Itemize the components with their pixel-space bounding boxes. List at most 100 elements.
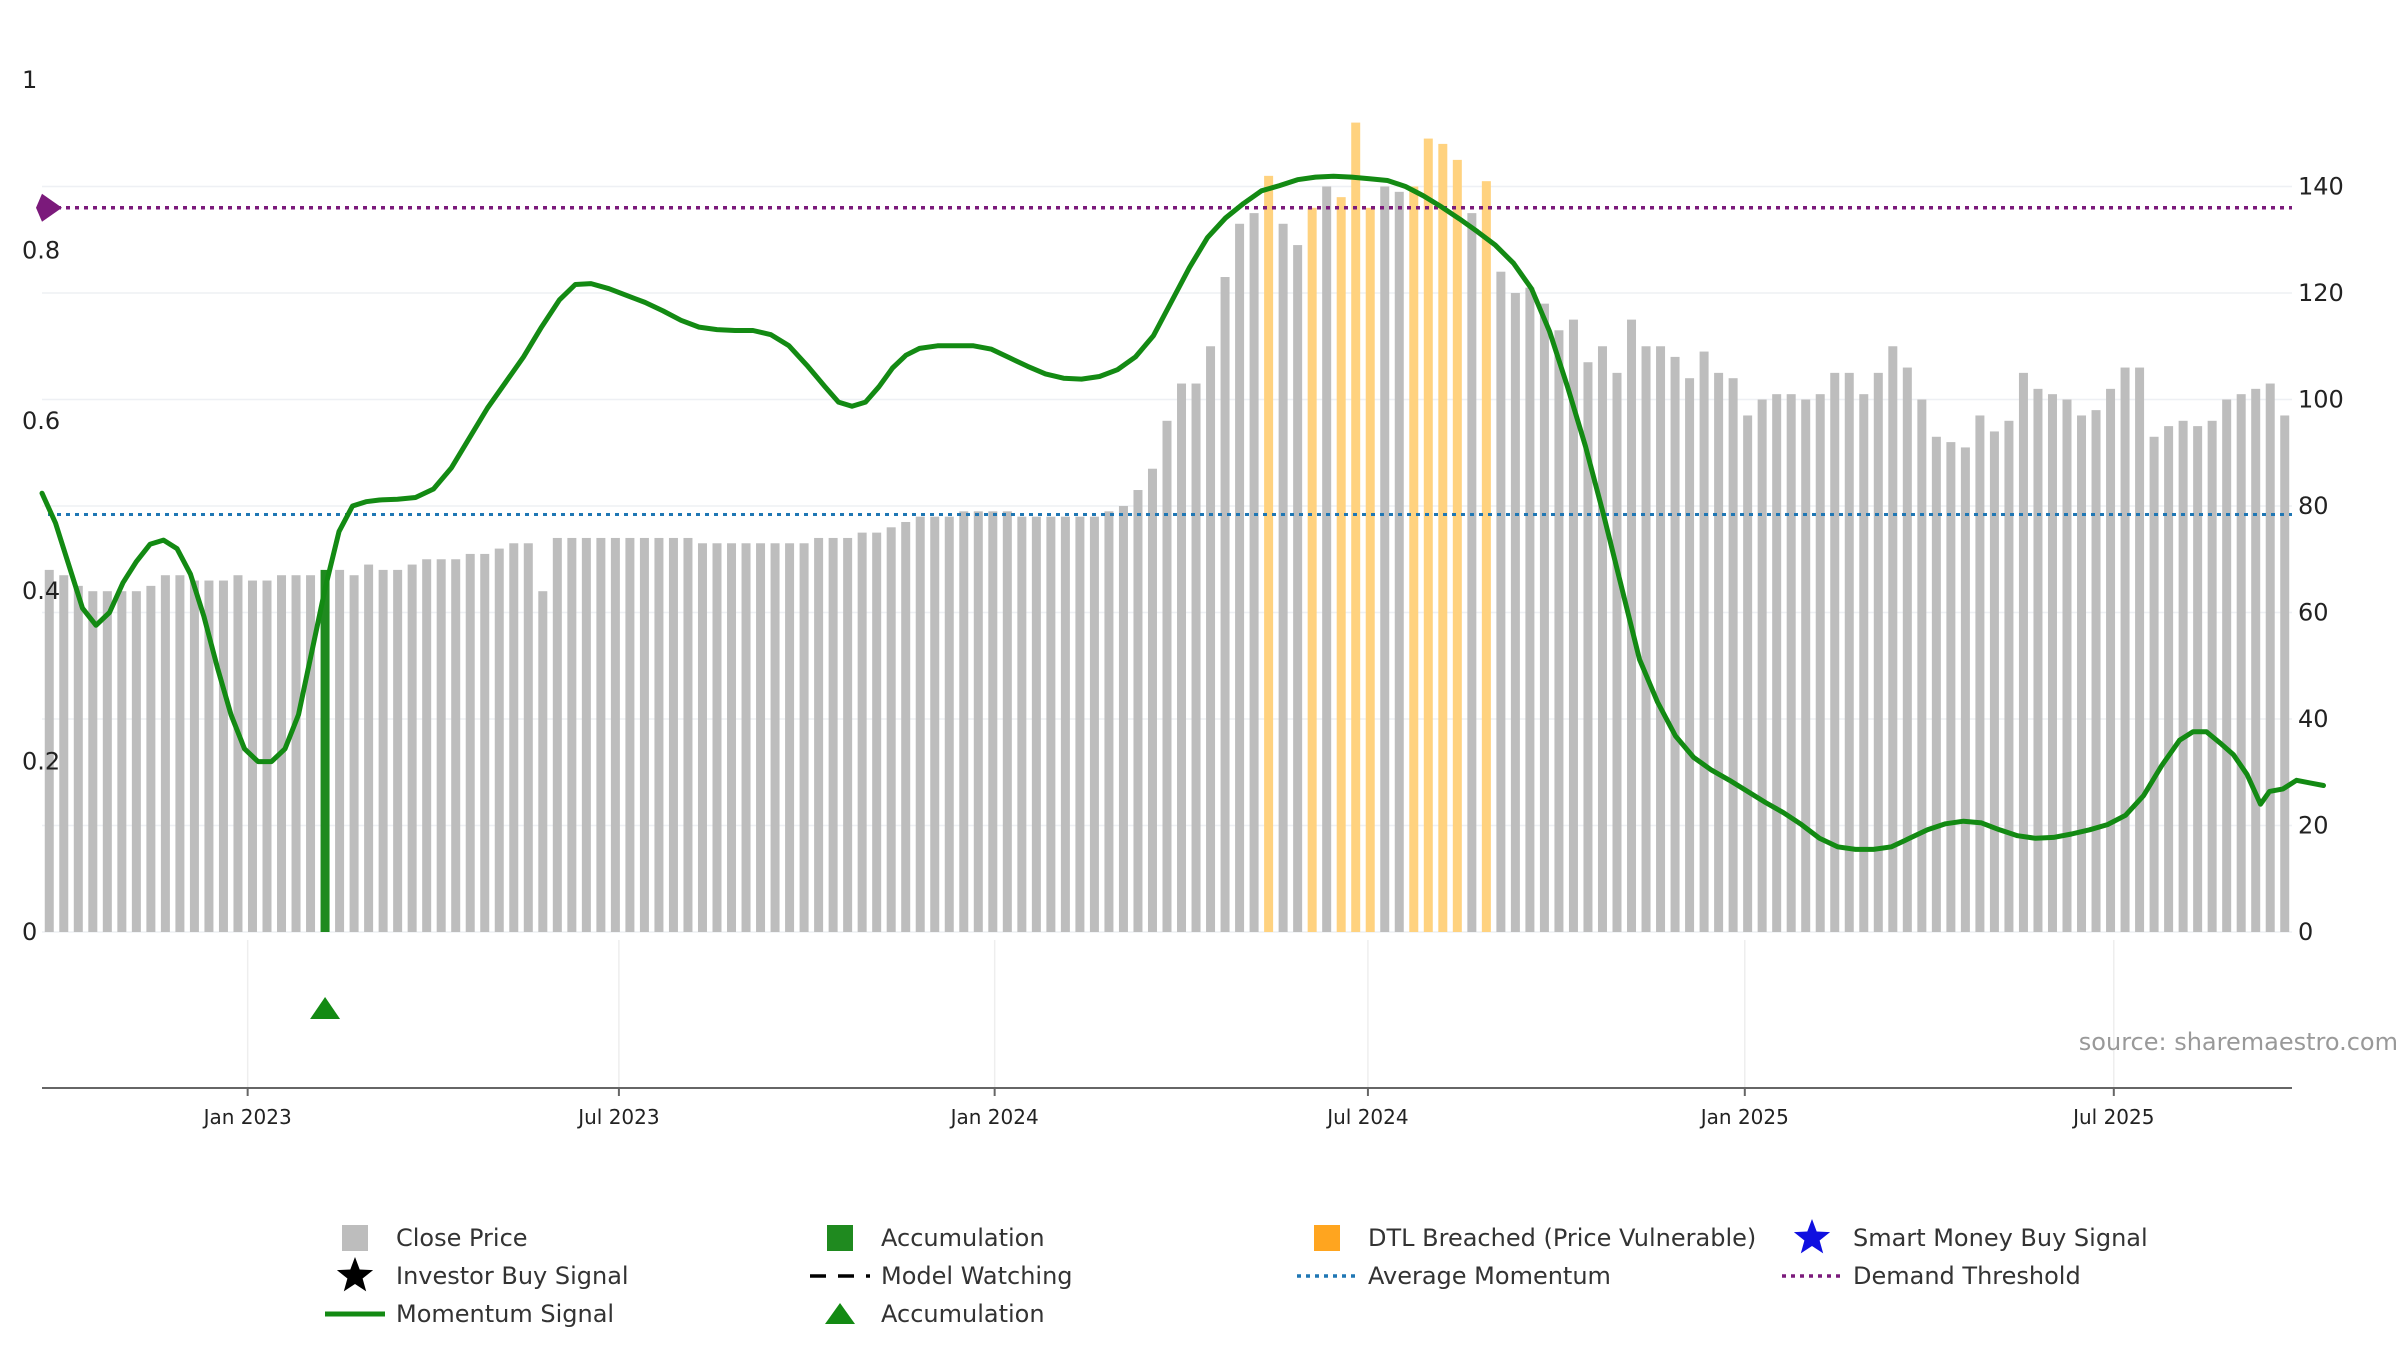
close-price-bar <box>552 537 562 932</box>
close-price-bar <box>1525 287 1535 932</box>
close-price-bar <box>2077 415 2087 933</box>
close-price-bar <box>2047 394 2057 932</box>
legend-label-dtl-breached-price-vulnerable: DTL Breached (Price Vulnerable) <box>1368 1224 1756 1252</box>
close-price-bar <box>1322 186 1332 932</box>
close-price-bar <box>2251 388 2261 933</box>
left-axis-tick: 1 <box>22 66 37 94</box>
close-price-bar <box>1728 378 1738 932</box>
left-axis-tick: 0 <box>22 918 37 946</box>
close-price-bar <box>1510 293 1520 932</box>
x-axis-tick-label: Jan 2025 <box>1699 1105 1789 1129</box>
close-price-bar <box>2062 399 2072 932</box>
close-price-bar <box>1554 330 1564 932</box>
right-axis-tick: 100 <box>2298 386 2344 414</box>
close-price-bar <box>465 553 475 932</box>
close-price-bar <box>2106 388 2116 933</box>
close-price-bar <box>1191 383 1201 932</box>
right-axis-tick: 0 <box>2298 918 2313 946</box>
legend-label-demand-threshold: Demand Threshold <box>1853 1262 2081 1290</box>
close-price-bar <box>1786 394 1796 932</box>
close-price-bar <box>1859 394 1869 932</box>
close-price-bar <box>218 580 228 932</box>
close-price-bar <box>828 537 838 932</box>
close-price-bar <box>1568 319 1578 932</box>
dtl-breached-bar <box>1423 138 1433 932</box>
legend-label-average-momentum: Average Momentum <box>1368 1262 1611 1290</box>
x-axis-tick-label: Jul 2024 <box>1325 1105 1408 1129</box>
close-price-bar <box>770 543 780 932</box>
close-price-bar <box>1133 490 1143 932</box>
close-price-bar <box>1975 415 1985 933</box>
signal-markers <box>310 997 341 1019</box>
accumulation-triangle-marker <box>310 997 341 1019</box>
close-price-bar <box>2207 420 2217 932</box>
close-price-bar <box>1220 277 1230 932</box>
close-price-bar <box>73 585 83 932</box>
demand-threshold-marker <box>36 193 62 222</box>
close-price-bar <box>422 559 432 932</box>
close-price-bar <box>1162 420 1172 932</box>
close-price-bar <box>741 543 751 932</box>
close-price-bar <box>1989 431 1999 932</box>
momentum-signal-series <box>39 173 2326 852</box>
close-price-bar <box>349 575 359 932</box>
close-price-bar <box>1089 516 1099 932</box>
dtl-breached-bar <box>1438 143 1448 932</box>
close-price-bar <box>596 537 606 932</box>
close-price-bar <box>407 564 417 932</box>
close-price-bar <box>1177 383 1187 932</box>
close-price-bar <box>2033 388 2043 933</box>
legend-triangle-accumulation-icon <box>825 1303 855 1324</box>
right-axis-tick: 120 <box>2298 279 2344 307</box>
close-price-bar <box>175 575 185 932</box>
close-price-bar <box>1699 351 1709 932</box>
close-price-bar <box>1235 223 1245 932</box>
left-axis-tick: 0.8 <box>22 236 60 264</box>
close-price-bar <box>1046 516 1056 932</box>
close-price-bar <box>1118 506 1128 932</box>
close-price-bar <box>727 543 737 932</box>
right-axis-tick: 140 <box>2298 173 2344 201</box>
close-price-bar <box>364 564 374 932</box>
right-axis-tick: 20 <box>2298 812 2329 840</box>
dtl-breached-bar <box>1264 175 1274 933</box>
close-price-bar <box>1685 378 1695 932</box>
close-price-bar <box>102 591 112 932</box>
close-price-bar <box>2004 420 2014 932</box>
close-price-bar <box>204 580 214 932</box>
close-price-bar <box>1206 346 1216 932</box>
close-price-bar <box>930 516 940 932</box>
close-price-bar <box>610 537 620 932</box>
close-price-bar <box>654 537 664 932</box>
x-axis-tick-label: Jan 2023 <box>202 1105 292 1129</box>
close-price-bar <box>1757 399 1767 932</box>
legend-star-smart-money-buy-signal-icon <box>1793 1219 1831 1254</box>
close-price-bar <box>2164 426 2174 932</box>
close-price-bar <box>2265 383 2275 932</box>
momentum-signal-line <box>39 173 2326 852</box>
close-price-bar <box>901 521 911 932</box>
legend-swatch-accumulation <box>827 1225 853 1251</box>
close-price-bar <box>451 559 461 932</box>
close-price-bar <box>1060 516 1070 932</box>
close-price-bar <box>1743 415 1753 933</box>
close-price-bar <box>785 543 795 932</box>
dtl-breached-bar <box>1481 181 1491 933</box>
close-price-bar <box>1888 346 1898 932</box>
close-price-bar <box>697 543 707 932</box>
close-price-bar <box>1656 346 1666 932</box>
close-price-bar <box>2280 415 2290 933</box>
close-price-bar <box>1670 356 1680 932</box>
close-price-bar <box>1249 213 1259 932</box>
close-price-bar <box>2193 426 2203 932</box>
close-price-bar <box>799 543 809 932</box>
close-price-bar <box>1873 372 1883 932</box>
right-axis-tick: 60 <box>2298 599 2329 627</box>
axes: 0 0.2 0.4 0.6 0.8 1 0 20 40 60 80 100 120 140 Jan 2023… <box>22 66 2344 1129</box>
left-axis-tick: 0.4 <box>22 577 60 605</box>
close-price-bar <box>1467 213 1477 932</box>
dtl-breached-bar <box>1409 186 1419 932</box>
x-axis-tick-label: Jan 2024 <box>949 1105 1039 1129</box>
dtl-breached-bar <box>1307 207 1317 933</box>
close-price-bar <box>581 537 591 932</box>
